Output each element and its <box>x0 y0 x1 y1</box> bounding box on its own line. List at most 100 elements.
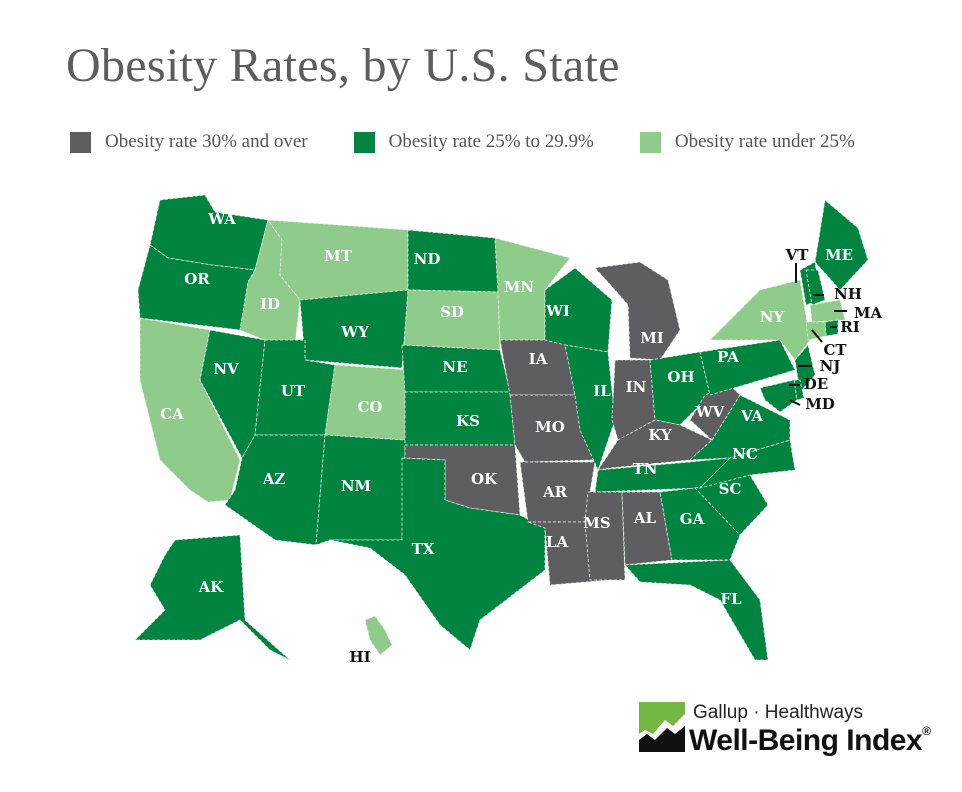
state-label-nh: NH <box>834 285 862 303</box>
state-mo <box>509 394 596 463</box>
gallup-logo: Gallup · Healthways Well-Being Index® <box>637 700 931 757</box>
state-ms <box>584 491 626 581</box>
state-id <box>239 219 301 346</box>
state-ks <box>404 391 516 446</box>
map-title: Obesity Rates, by U.S. State <box>66 39 620 92</box>
state-wi <box>544 267 613 353</box>
registered-mark: ® <box>922 724 931 738</box>
state-fl <box>624 559 769 661</box>
state-label-ms: MS <box>583 514 610 532</box>
state-label-nd: ND <box>414 250 441 268</box>
state-label-id: ID <box>260 295 280 313</box>
state-label-tx: TX <box>412 540 435 558</box>
state-label-wy: WY <box>340 323 369 341</box>
state-label-ak: AK <box>198 578 225 596</box>
state-label-mt: MT <box>324 247 353 265</box>
state-mn <box>494 237 571 341</box>
state-label-wa: WA <box>207 210 236 228</box>
state-label-sc: SC <box>719 480 742 498</box>
leader-line-md <box>789 399 801 406</box>
state-label-mn: MN <box>504 278 535 296</box>
state-label-tn: TN <box>633 460 658 478</box>
state-oh <box>649 351 711 426</box>
state-label-hi: HI <box>349 648 370 666</box>
state-label-nv: NV <box>213 360 239 378</box>
state-label-oh: OH <box>667 368 694 386</box>
state-label-ne: NE <box>442 358 467 376</box>
leader-line-ct <box>811 329 823 343</box>
state-label-wv: WV <box>695 403 725 421</box>
legend-swatch-mid <box>353 131 375 153</box>
state-label-me: ME <box>825 246 853 264</box>
legend-item-mid: Obesity rate 25% to 29.9% <box>353 131 594 153</box>
state-label-ga: GA <box>680 510 705 528</box>
state-md <box>759 379 798 413</box>
well-being-logo-icon <box>639 702 685 752</box>
leader-lines <box>789 263 847 406</box>
state-label-az: AZ <box>262 470 286 488</box>
state-ky <box>597 419 713 471</box>
state-label-wi: WI <box>545 302 570 320</box>
state-ak <box>134 534 291 661</box>
state-pa <box>699 339 796 396</box>
state-label-nc: NC <box>732 445 758 463</box>
state-label-ok: OK <box>471 470 498 488</box>
state-label-la: LA <box>546 533 569 551</box>
state-label-al: AL <box>633 509 657 527</box>
state-az <box>224 434 326 546</box>
legend-swatch-low <box>639 131 661 153</box>
state-label-mo: MO <box>535 418 565 436</box>
state-label-ar: AR <box>542 483 568 501</box>
state-ok <box>404 444 521 516</box>
state-label-or: OR <box>184 270 210 288</box>
state-tn <box>594 457 732 493</box>
state-tx <box>329 457 546 651</box>
state-labels: WA OR CA NV ID MT WY UT CO AZ NM ND SD NE KS OK TX MN IA MO… <box>160 210 882 666</box>
legend-label-high: Obesity rate 30% and over <box>105 131 308 152</box>
legend-swatch-high <box>70 131 91 153</box>
state-label-pa: PA <box>717 348 739 366</box>
state-label-vt: VT <box>785 246 810 264</box>
logo-line2: Well-Being Index® <box>689 724 931 758</box>
state-wy <box>299 289 409 369</box>
state-label-ks: KS <box>456 412 480 430</box>
state-label-de: DE <box>804 375 828 393</box>
state-label-ky: KY <box>648 426 672 444</box>
state-label-nm: NM <box>341 477 371 495</box>
state-label-ct: CT <box>823 341 847 359</box>
state-label-sd: SD <box>440 303 464 321</box>
states-layer <box>134 194 869 661</box>
state-nc <box>698 439 796 489</box>
legend-item-high: Obesity rate 30% and over <box>70 131 308 153</box>
state-ca <box>139 317 241 503</box>
state-or <box>137 244 256 331</box>
legend-label-mid: Obesity rate 25% to 29.9% <box>388 131 594 152</box>
state-ga <box>659 487 741 561</box>
legend-item-low: Obesity rate under 25% <box>639 131 855 153</box>
state-label-ia: IA <box>529 350 548 368</box>
state-hi <box>364 615 393 656</box>
state-label-ca: CA <box>160 405 184 423</box>
state-ma <box>809 299 846 323</box>
state-ny <box>709 279 811 361</box>
state-label-ut: UT <box>281 382 306 400</box>
state-label-md: MD <box>805 395 835 413</box>
state-label-va: VA <box>740 407 763 425</box>
state-label-mi: MI <box>640 329 664 347</box>
state-label-in: IN <box>626 378 647 396</box>
state-label-il: IL <box>593 382 611 400</box>
state-va <box>688 394 791 461</box>
state-nh <box>805 269 826 306</box>
logo-line1: Gallup · Healthways <box>693 702 864 723</box>
legend: Obesity rate 30% and over Obesity rate 2… <box>70 131 901 153</box>
state-label-nj: NJ <box>820 357 841 375</box>
state-il <box>564 344 616 472</box>
state-label-co: CO <box>357 398 382 416</box>
state-label-ny: NY <box>760 308 785 326</box>
legend-label-low: Obesity rate under 25% <box>674 131 855 152</box>
state-nv <box>199 329 266 459</box>
logo-line2-text: Well-Being Index <box>689 724 923 757</box>
state-label-fl: FL <box>720 590 742 608</box>
state-sd <box>403 289 501 351</box>
